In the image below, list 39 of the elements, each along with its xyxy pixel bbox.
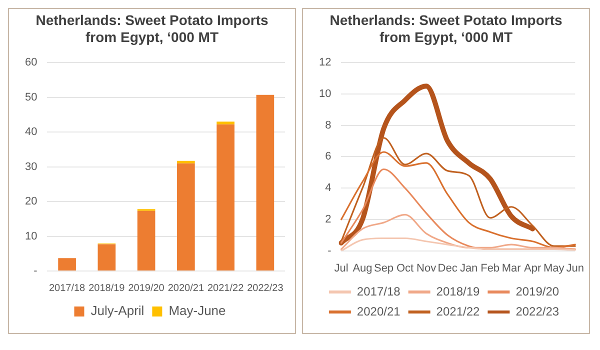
y-tick-label: 50	[24, 91, 38, 104]
x-tick-label: Jul	[334, 262, 348, 274]
y-tick-label: 30	[24, 160, 38, 173]
x-tick-label: 2021/22	[207, 282, 244, 294]
x-tick-label: Apr	[524, 262, 542, 274]
y-tick-label: 60	[24, 56, 38, 69]
y-tick-label: 2	[325, 213, 332, 226]
y-tick-label: 40	[24, 126, 38, 138]
y-tick-label: 10	[24, 230, 38, 242]
legend-label: July-April	[90, 303, 144, 318]
y-tick-label: 10	[318, 88, 332, 100]
x-tick-label: Sep	[374, 262, 394, 274]
y-tick-label: 6	[325, 150, 332, 163]
x-tick-label: Oct	[396, 262, 414, 274]
y-tick-label: 4	[325, 182, 332, 194]
x-tick-label: Feb	[480, 262, 500, 274]
legend-label: May-June	[168, 303, 226, 318]
x-tick-label: Jun	[566, 262, 584, 274]
x-tick-label: Jan	[460, 262, 478, 274]
x-tick-label: 2020/21	[168, 282, 204, 294]
legend-label: 2022/23	[516, 304, 560, 318]
chart-title: Netherlands: Sweet Potato Imports from Egypt, ‘000 MT	[34, 12, 270, 46]
x-tick-label: 2018/19	[88, 282, 126, 294]
x-tick-label: Dec	[438, 262, 458, 274]
legend-label: 2021/22	[436, 304, 480, 318]
y-tick-label: -	[328, 244, 332, 257]
x-tick-label: Mar	[502, 262, 522, 274]
x-tick-label: Aug	[352, 262, 372, 274]
y-tick-label: -	[34, 265, 38, 278]
x-tick-label: 2017/18	[48, 282, 86, 294]
x-tick-label: 2019/20	[128, 282, 165, 294]
y-tick-label: 20	[24, 196, 38, 208]
y-tick-label: 12	[318, 56, 332, 69]
x-tick-label: May	[543, 262, 565, 274]
chart-title: Netherlands: Sweet Potato Imports from Egypt, ‘000 MT	[328, 12, 564, 46]
legend-label: 2020/21	[356, 304, 401, 318]
y-tick-label: 8	[325, 119, 332, 132]
x-tick-label: 2022/23	[247, 282, 284, 294]
x-tick-label: Nov	[416, 262, 437, 274]
